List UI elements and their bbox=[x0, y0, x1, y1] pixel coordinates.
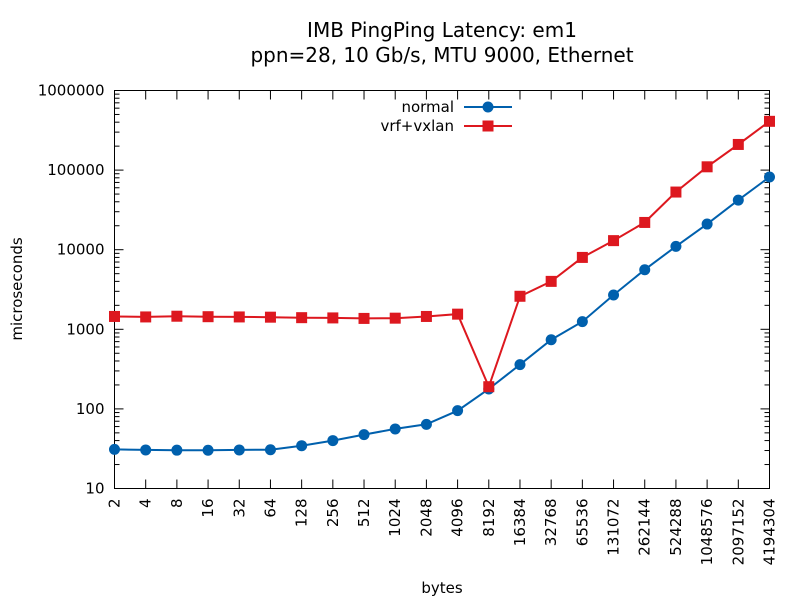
data-point bbox=[670, 240, 682, 252]
data-point bbox=[701, 218, 713, 230]
data-point bbox=[202, 444, 214, 456]
legend-label: normal bbox=[401, 98, 454, 116]
x-tick-label: 2048 bbox=[417, 499, 435, 537]
data-point bbox=[608, 235, 620, 247]
y-tick-label: 100 bbox=[76, 400, 105, 418]
data-point bbox=[483, 381, 495, 393]
series-line bbox=[114, 120, 771, 390]
data-point bbox=[389, 423, 401, 435]
x-tick-label: 256 bbox=[324, 499, 342, 528]
data-point bbox=[109, 443, 120, 455]
data-point bbox=[327, 435, 339, 447]
x-tick-label: 32768 bbox=[542, 499, 560, 547]
data-point bbox=[264, 311, 276, 323]
x-tick-label: 1048576 bbox=[698, 499, 716, 566]
x-tick-label: 2 bbox=[106, 499, 124, 509]
data-point bbox=[358, 312, 370, 324]
y-tick-label: 10000 bbox=[57, 241, 105, 259]
y-tick-label: 1000000 bbox=[38, 82, 105, 100]
data-point bbox=[140, 311, 152, 323]
data-point bbox=[576, 316, 588, 328]
x-tick-label: 16 bbox=[199, 499, 217, 518]
data-point bbox=[420, 418, 432, 430]
x-tick-label: 4194304 bbox=[761, 499, 779, 566]
y-axis-ticks: 10 100 1000 10000 100000 1000000 bbox=[38, 82, 770, 498]
data-point bbox=[764, 115, 775, 127]
series-layer bbox=[109, 115, 775, 456]
x-tick-label: 2097152 bbox=[729, 499, 747, 566]
x-axis-ticks: 2 4 8 16 32 64 128 256 512 1024 2048 4096 8192 16384 3… bbox=[106, 90, 779, 566]
x-tick-label: 524288 bbox=[667, 499, 685, 556]
data-point bbox=[701, 161, 713, 173]
x-tick-label: 131072 bbox=[605, 499, 623, 556]
x-tick-label: 4096 bbox=[449, 499, 467, 537]
data-point bbox=[264, 444, 276, 456]
x-tick-label: 4 bbox=[137, 499, 155, 509]
data-point bbox=[389, 312, 401, 324]
chart-title-line-1: IMB PingPing Latency: em1 bbox=[307, 18, 577, 42]
data-point bbox=[233, 444, 245, 456]
data-point bbox=[514, 359, 526, 371]
data-point bbox=[171, 310, 183, 322]
x-tick-label: 64 bbox=[261, 499, 279, 518]
data-point bbox=[109, 310, 120, 322]
data-point bbox=[545, 275, 557, 287]
data-point bbox=[296, 440, 308, 452]
data-point bbox=[514, 290, 526, 302]
x-tick-label: 8 bbox=[168, 499, 186, 509]
x-axis-label: bytes bbox=[421, 579, 463, 597]
x-tick-label: 128 bbox=[293, 499, 311, 528]
chart-title-line-2: ppn=28, 10 Gb/s, MTU 9000, Ethernet bbox=[250, 43, 633, 67]
x-tick-label: 8192 bbox=[480, 499, 498, 537]
data-point bbox=[233, 311, 245, 323]
y-tick-label: 1000 bbox=[66, 320, 104, 338]
legend-marker bbox=[482, 101, 494, 113]
legend-marker bbox=[482, 120, 494, 132]
data-point bbox=[358, 429, 370, 441]
y-axis-label: microseconds bbox=[8, 237, 26, 341]
data-point bbox=[639, 264, 651, 276]
x-tick-label: 262144 bbox=[636, 499, 654, 556]
x-tick-label: 65536 bbox=[573, 499, 591, 547]
data-point bbox=[608, 289, 620, 301]
data-point bbox=[296, 312, 308, 324]
plot-frame bbox=[114, 90, 770, 489]
data-point bbox=[732, 138, 744, 150]
series-line bbox=[114, 176, 771, 452]
data-point bbox=[670, 186, 682, 198]
x-tick-label: 32 bbox=[230, 499, 248, 518]
data-point bbox=[171, 444, 183, 456]
y-tick-label: 10 bbox=[85, 480, 104, 498]
data-point bbox=[545, 334, 557, 346]
data-point bbox=[420, 310, 432, 322]
data-point bbox=[327, 312, 339, 324]
series-normal bbox=[109, 171, 775, 456]
data-point bbox=[140, 444, 152, 456]
data-point bbox=[576, 251, 588, 263]
x-tick-label: 16384 bbox=[511, 499, 529, 547]
data-point bbox=[452, 405, 464, 417]
data-point bbox=[639, 216, 651, 228]
data-point bbox=[732, 194, 744, 206]
y-tick-label: 100000 bbox=[47, 161, 104, 179]
data-point bbox=[202, 311, 214, 323]
legend-label: vrf+vxlan bbox=[380, 117, 454, 135]
x-tick-label: 1024 bbox=[386, 499, 404, 537]
data-point bbox=[764, 171, 775, 183]
series-vrf-vxlan bbox=[109, 115, 775, 393]
data-point bbox=[452, 308, 464, 320]
x-tick-label: 512 bbox=[355, 499, 373, 528]
